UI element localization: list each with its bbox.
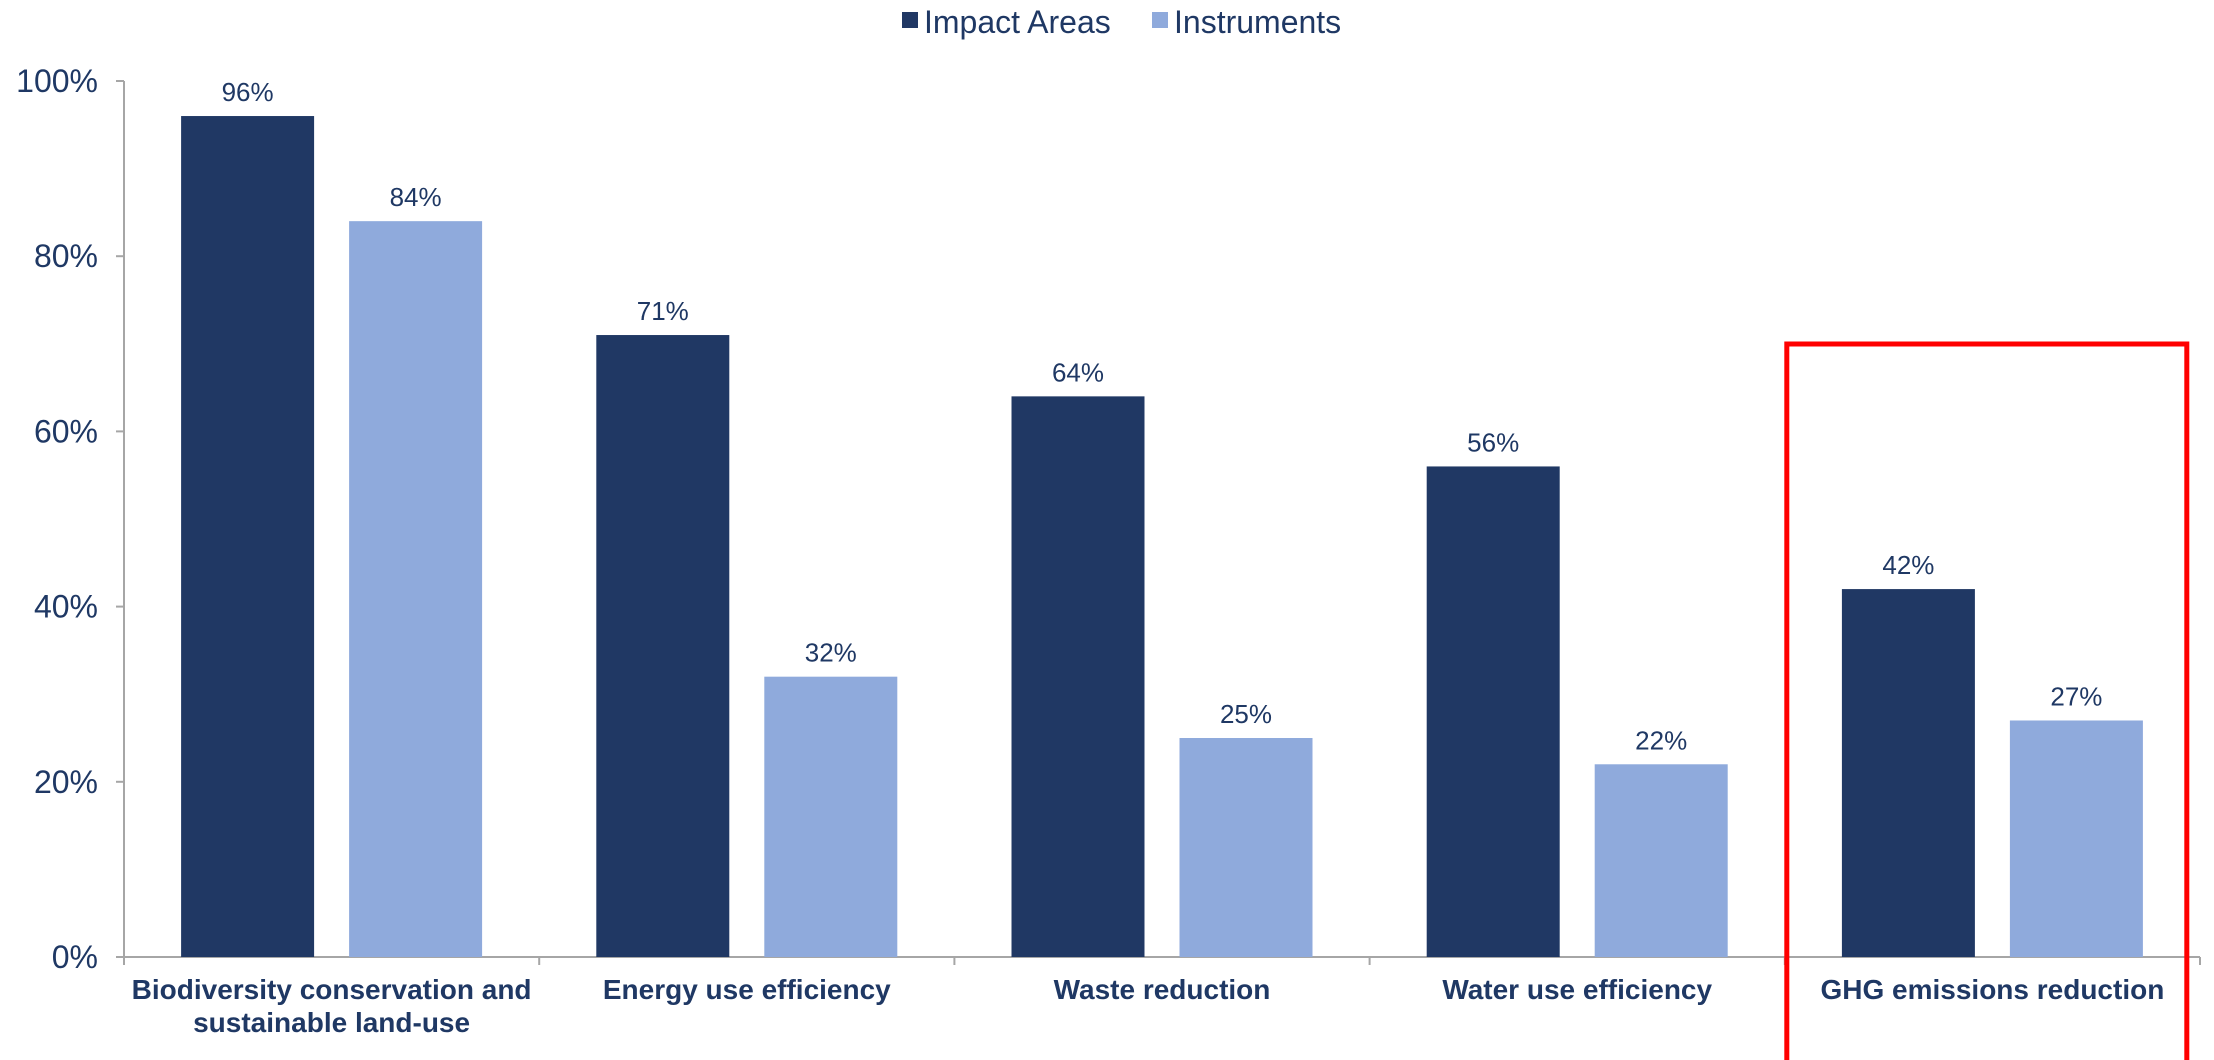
data-label: 84% xyxy=(390,182,442,212)
bar xyxy=(764,676,898,957)
bar xyxy=(1011,396,1145,957)
x-axis: Biodiversity conservation andsustainable… xyxy=(123,956,2201,1038)
x-tick-label: Biodiversity conservation and xyxy=(132,974,532,1005)
data-label: 32% xyxy=(805,638,857,668)
y-axis: 0% 20% 40% 60% 80% 100% xyxy=(16,63,125,975)
y-tick-label: 0% xyxy=(52,939,98,975)
data-label: 56% xyxy=(1467,427,1519,457)
data-label: 25% xyxy=(1220,699,1272,729)
legend-label: Instruments xyxy=(1174,4,1341,40)
bar xyxy=(181,116,315,958)
y-tick-label: 80% xyxy=(34,238,98,274)
legend-swatch xyxy=(902,12,918,28)
data-label: 22% xyxy=(1635,725,1687,755)
y-tick-label: 100% xyxy=(16,63,98,99)
highlight-box xyxy=(1784,341,2190,1060)
bars: 96% 84% 71% 32% 64% 25% 56% 22% 42% 27% xyxy=(181,77,2143,958)
bar xyxy=(1594,764,1728,957)
data-label: 96% xyxy=(222,77,274,107)
x-tick-label: GHG emissions reduction xyxy=(1820,974,2164,1005)
data-label: 71% xyxy=(637,296,689,326)
x-tick-label: Water use efficiency xyxy=(1442,974,1712,1005)
highlight-rect xyxy=(1784,341,2190,1060)
x-tick-label: Energy use efficiency xyxy=(603,974,891,1005)
bar xyxy=(1841,589,1975,957)
bar xyxy=(349,221,483,957)
data-label: 64% xyxy=(1052,357,1104,387)
data-label: 27% xyxy=(2050,681,2102,711)
bar xyxy=(1426,466,1560,957)
legend-swatch xyxy=(1152,12,1168,28)
bar xyxy=(1179,738,1313,957)
legend: Impact Areas Instruments xyxy=(902,4,1341,40)
y-tick-label: 20% xyxy=(34,764,98,800)
x-tick-label: sustainable land-use xyxy=(193,1007,470,1038)
x-tick-label: Waste reduction xyxy=(1054,974,1271,1005)
data-label: 42% xyxy=(1882,550,1934,580)
y-tick-label: 60% xyxy=(34,413,98,449)
y-tick-label: 40% xyxy=(34,589,98,625)
legend-label: Impact Areas xyxy=(924,4,1111,40)
bar xyxy=(2009,720,2143,957)
bar xyxy=(596,335,730,957)
